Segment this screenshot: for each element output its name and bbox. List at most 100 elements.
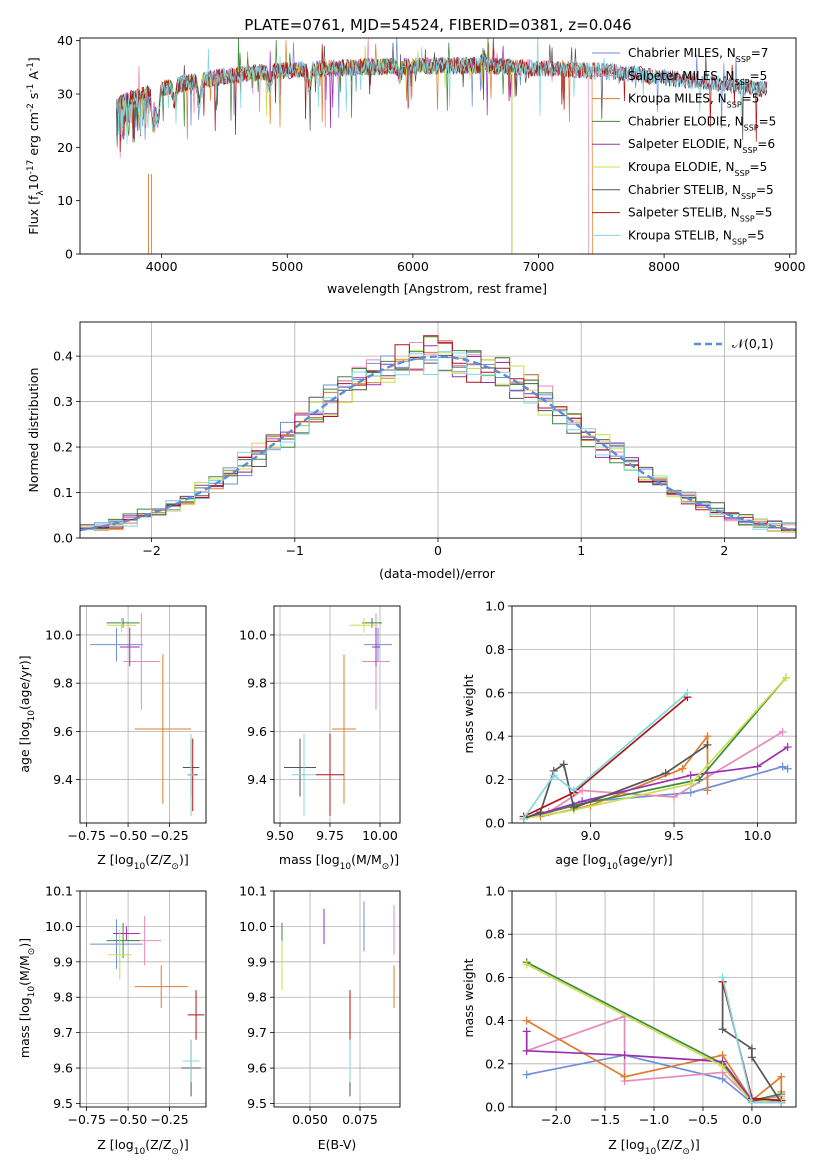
y-tick-label: 0.6 [485, 970, 505, 985]
x-axis-label: E(B-V) [318, 1137, 357, 1152]
mass-vs-EBV-points [281, 901, 395, 1097]
y-tick-label: 0.6 [485, 685, 505, 700]
weight-marker [620, 1051, 629, 1060]
x-tick-label: −0.25 [150, 1112, 188, 1127]
x-tick-label: −2.0 [541, 1112, 571, 1127]
error-bar-point [187, 733, 195, 816]
weight-marker [778, 727, 787, 736]
weight-marker [536, 808, 545, 817]
y-axis-label: Normed distribution [26, 368, 41, 493]
x-tick-label: 2 [720, 543, 728, 558]
weight-marker [783, 743, 792, 752]
x-tick-label: −0.5 [688, 1112, 718, 1127]
error-bar-point [292, 733, 316, 816]
weight-marker [686, 779, 695, 788]
y-tick-label: 0.2 [485, 1056, 505, 1071]
x-tick-label: 9000 [774, 259, 806, 274]
error-bar-point [364, 627, 392, 662]
weight-marker [686, 771, 695, 780]
y-tick-label: 10.0 [45, 627, 73, 642]
mass-vs-Z-points [89, 915, 205, 1097]
y-tick-label: 9.5 [53, 1096, 73, 1111]
x-tick-label: 9.5 [664, 828, 684, 843]
error-bar-point [119, 627, 140, 667]
weight-marker [620, 1072, 629, 1081]
error-bar-point [316, 733, 344, 816]
x-tick-label: 0.050 [292, 1112, 328, 1127]
weight-series [519, 762, 792, 823]
y-tick-label: 1.0 [485, 884, 505, 899]
spectrum-lines [116, 38, 768, 254]
y-tick-label: 9.7 [53, 1025, 73, 1040]
error-bar-point [134, 654, 192, 804]
weight-marker [686, 788, 695, 797]
y-axis-label: Flux [fλ10-17 erg cm-2 s-1 A-1] [26, 57, 46, 235]
x-tick-label: 5000 [271, 259, 303, 274]
axes-frame [79, 605, 207, 824]
weight-marker [718, 973, 727, 982]
weight-line [523, 744, 708, 820]
y-tick-label: 9.6 [247, 1061, 267, 1076]
y-tick-label: 9.6 [247, 724, 267, 739]
weight-line [523, 692, 688, 820]
error-bar-point [89, 627, 143, 662]
legend: Chabrier MILES, NSSP=7 Salpeter MILES, NS… [592, 46, 776, 246]
weight-marker [522, 960, 531, 969]
weight-series [519, 743, 792, 823]
y-axis-label: mass [log10(M/M⊙)] [17, 938, 37, 1058]
mass-weight-vs-Z-axes: −2.0 −1.5 −1.0 −0.5 0.0 0.0 0.2 0.4 0.6 0.8 1.0 [485, 884, 796, 1127]
y-tick-label: 0.1 [53, 485, 73, 500]
weight-line [523, 677, 787, 820]
y-tick-label: 0.3 [53, 394, 73, 409]
weight-marker [569, 803, 578, 812]
weight-marker [559, 760, 568, 769]
x-tick-label: 7000 [523, 259, 555, 274]
x-tick-label: 1 [577, 543, 585, 558]
weight-marker [777, 1098, 786, 1107]
weight-marker [703, 740, 712, 749]
y-tick-label: 30 [57, 87, 73, 102]
weight-marker [522, 1016, 531, 1025]
y-tick-label: 9.4 [247, 772, 267, 787]
spectrum-series [116, 45, 513, 254]
y-tick-label: 10.1 [239, 884, 267, 899]
weight-marker [778, 762, 787, 771]
error-bar-point [372, 627, 380, 667]
y-tick-label: 0.8 [485, 927, 505, 942]
weight-marker [753, 762, 762, 771]
legend-label: Salpeter STELIB, NSSP=5 [628, 206, 772, 224]
weight-series [519, 688, 692, 823]
y-tick-label: 0.4 [53, 349, 73, 364]
y-tick-label: 0.4 [485, 729, 505, 744]
x-tick-label: 4000 [146, 259, 178, 274]
error-bar-point [123, 613, 160, 710]
axes-frame [273, 890, 401, 1108]
weight-marker [781, 673, 790, 682]
x-tick-label: −1.5 [590, 1112, 620, 1127]
weight-marker [695, 775, 704, 784]
x-axis-label: wavelength [Angstrom, rest frame] [327, 281, 547, 296]
legend-label: Salpeter MILES, NSSP=5 [628, 69, 767, 87]
x-tick-label: −0.50 [109, 1112, 147, 1127]
x-tick-label: 9.50 [266, 828, 294, 843]
x-axis-label: Z [log10(Z/Z⊙)] [608, 1137, 699, 1157]
y-tick-label: 9.6 [53, 1061, 73, 1076]
weight-marker [683, 688, 692, 697]
legend-label: Chabrier MILES, NSSP=7 [628, 46, 768, 64]
y-tick-label: 1.0 [485, 599, 505, 614]
axes-frame [273, 605, 401, 824]
y-tick-label: 9.8 [53, 990, 73, 1005]
x-tick-label: 6000 [397, 259, 429, 274]
y-tick-label: 9.7 [247, 1025, 267, 1040]
x-tick-label: 10.0 [744, 828, 772, 843]
x-tick-label: −0.25 [150, 828, 188, 843]
error-bar-point [134, 965, 188, 1008]
weight-marker [522, 1070, 531, 1079]
weight-marker [747, 1098, 756, 1107]
y-tick-label: 9.9 [247, 954, 267, 969]
error-bar-point [182, 1039, 200, 1083]
axes-frame [511, 605, 797, 824]
legend-label: Chabrier ELODIE, NSSP=5 [628, 114, 776, 131]
y-tick-label: 10 [57, 193, 73, 208]
